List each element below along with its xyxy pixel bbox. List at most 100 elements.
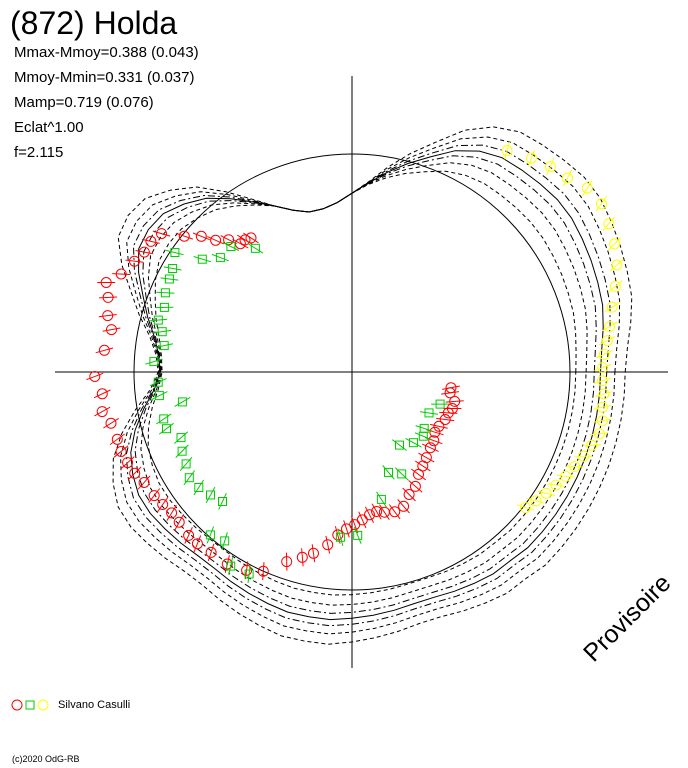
yellow-circle-point — [520, 502, 531, 514]
red-circle-point — [210, 234, 222, 246]
green-square-point — [184, 473, 194, 483]
stat-frequency: f=2.115 — [14, 144, 64, 161]
green-error-bar — [420, 411, 438, 415]
red-error-bar — [207, 543, 215, 562]
green-square-point — [149, 357, 159, 367]
reference-circle — [133, 153, 571, 591]
model-curves — [112, 126, 633, 645]
green-error-bar — [156, 413, 172, 425]
red-error-bar — [166, 505, 177, 521]
yellow-circle-point — [609, 280, 621, 292]
green-square-point — [159, 341, 169, 351]
green-square-point — [177, 446, 187, 456]
green-square-point — [335, 532, 345, 542]
red-circle-point — [446, 403, 458, 414]
green-square-point — [162, 424, 171, 434]
green-square-point — [159, 302, 169, 312]
green-error-bar — [183, 470, 196, 486]
yellow-circle-point — [569, 461, 581, 472]
green-square-point — [250, 243, 260, 253]
red-circle-point — [100, 277, 112, 288]
green-square-point — [376, 494, 386, 504]
green-square-point — [194, 483, 204, 492]
yellow-circle-point — [562, 172, 573, 184]
red-circle-point — [322, 539, 334, 551]
green-error-bar — [160, 277, 179, 281]
legend-observer: Silvano Casulli — [58, 699, 131, 711]
red-circle-point — [145, 235, 157, 247]
red-circle-point — [308, 547, 319, 559]
red-error-bar — [325, 535, 331, 554]
red-circle-point — [89, 371, 101, 382]
red-circle-point — [445, 382, 457, 394]
legend: Silvano Casulli — [10, 697, 130, 713]
red-circle-point — [424, 442, 436, 454]
red-error-bar — [371, 503, 382, 520]
red-circle-point — [102, 291, 114, 303]
yellow-error-bar — [537, 490, 556, 496]
yellow-error-bar — [604, 301, 620, 313]
red-error-bar — [402, 487, 416, 502]
yellow-circle-point — [603, 218, 615, 230]
red-error-bar — [174, 514, 185, 531]
red-circle-point — [105, 417, 117, 429]
red-circle-point — [281, 556, 293, 568]
chart-title: (872) Holda — [10, 5, 178, 41]
yellow-error-bar — [590, 432, 609, 436]
green-error-bar — [211, 253, 229, 262]
red-circle-point — [433, 420, 445, 432]
yellow-error-bar — [516, 504, 535, 511]
red-circle-point — [239, 234, 251, 246]
green-error-bar — [158, 422, 174, 435]
green-square-point — [177, 397, 187, 407]
green-error-bar — [247, 243, 264, 254]
yellow-error-bar — [527, 498, 545, 504]
stat-eclat: Eclat^1.00 — [14, 119, 84, 136]
green-error-bar — [405, 437, 422, 448]
red-circle-point — [115, 446, 127, 457]
red-error-bar — [152, 230, 171, 237]
red-circle-point — [442, 407, 454, 419]
yellow-error-bar — [593, 418, 612, 423]
red-error-bar — [311, 544, 316, 563]
green-square-point — [206, 490, 215, 500]
yellow-circle-point — [581, 182, 593, 194]
red-error-bar — [148, 488, 161, 504]
red-error-bar — [421, 443, 439, 452]
green-error-bar — [153, 329, 172, 334]
yellow-circle-point — [586, 439, 598, 451]
red-error-bar — [113, 445, 129, 458]
yellow-circle-point — [550, 479, 562, 491]
red-error-bar — [109, 433, 125, 446]
red-circle-point — [257, 565, 269, 577]
yellow-circle-point — [597, 375, 608, 387]
red-circle-point — [173, 516, 185, 528]
red-error-bar — [445, 400, 464, 403]
yellow-circle-point — [594, 428, 605, 440]
red-error-bar — [408, 480, 423, 493]
yellow-circle-point — [544, 161, 556, 173]
yellow-circle-point — [595, 198, 607, 210]
red-circle-point — [420, 452, 432, 464]
yellow-error-bar — [593, 404, 612, 410]
yellow-error-bar — [607, 237, 622, 251]
yellow-error-bar — [594, 363, 612, 372]
green-square-point — [424, 408, 434, 418]
green-error-bar — [193, 479, 205, 496]
red-error-bar — [99, 296, 118, 299]
green-square-point — [154, 391, 164, 401]
red-error-bar — [193, 535, 202, 553]
green-error-bar — [247, 565, 251, 583]
green-square-point — [435, 399, 445, 409]
red-circle-point — [439, 414, 451, 425]
green-square-point — [168, 264, 178, 273]
green-error-bar — [151, 391, 168, 401]
yellow-error-bar — [595, 350, 613, 359]
yellow-circle-point — [609, 238, 621, 250]
green-square-point — [160, 288, 170, 298]
model-curve-inner-dashed-2 — [147, 170, 577, 596]
red-error-bar — [243, 232, 259, 244]
red-circle-point — [449, 395, 461, 407]
yellow-circle-series — [501, 141, 624, 514]
